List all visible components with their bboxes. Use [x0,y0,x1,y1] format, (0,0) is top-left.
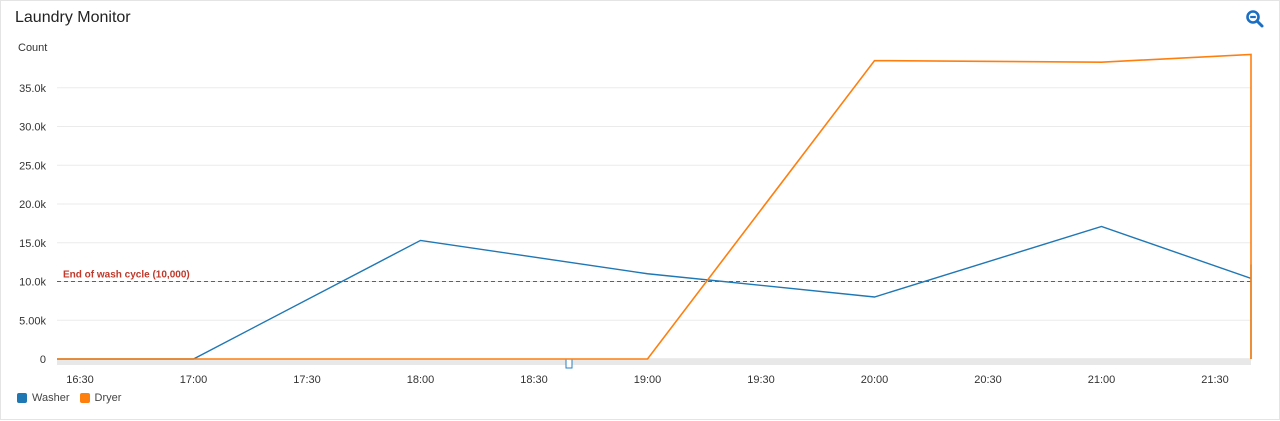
legend-label-dryer: Dryer [95,392,122,404]
legend-swatch-dryer [80,393,90,403]
x-tick-label: 18:00 [407,374,435,386]
y-tick-label: 0 [40,354,46,366]
legend-label-washer: Washer [32,392,70,404]
x-tick-label: 17:00 [180,374,208,386]
y-tick-label: 10.0k [19,277,46,289]
y-tick-label: 35.0k [19,83,46,95]
x-tick-label: 20:30 [974,374,1002,386]
x-tick-label: 20:00 [861,374,889,386]
y-tick-label: 15.0k [19,238,46,250]
navigator-handle [566,359,572,368]
y-tick-label: 20.0k [19,199,46,211]
x-tick-label: 16:30 [66,374,94,386]
threshold-label: End of wash cycle (10,000) [63,270,190,281]
series-line-washer [57,226,1251,359]
x-tick-label: 19:00 [634,374,662,386]
legend-item-dryer[interactable]: Dryer [80,392,122,404]
x-tick-label: 17:30 [293,374,321,386]
x-tick-label: 19:30 [747,374,775,386]
x-tick-label: 21:00 [1088,374,1116,386]
legend: Washer Dryer [17,392,131,404]
y-tick-label: 30.0k [19,122,46,134]
x-tick-label: 18:30 [520,374,548,386]
legend-swatch-washer [17,393,27,403]
x-axis-navigator [57,359,1251,365]
series-line-dryer [57,54,1251,359]
legend-item-washer[interactable]: Washer [17,392,70,404]
x-tick-label: 21:30 [1201,374,1229,386]
y-axis-label: Count [18,42,47,54]
y-tick-label: 25.0k [19,160,46,172]
y-tick-label: 5.00k [19,315,46,327]
